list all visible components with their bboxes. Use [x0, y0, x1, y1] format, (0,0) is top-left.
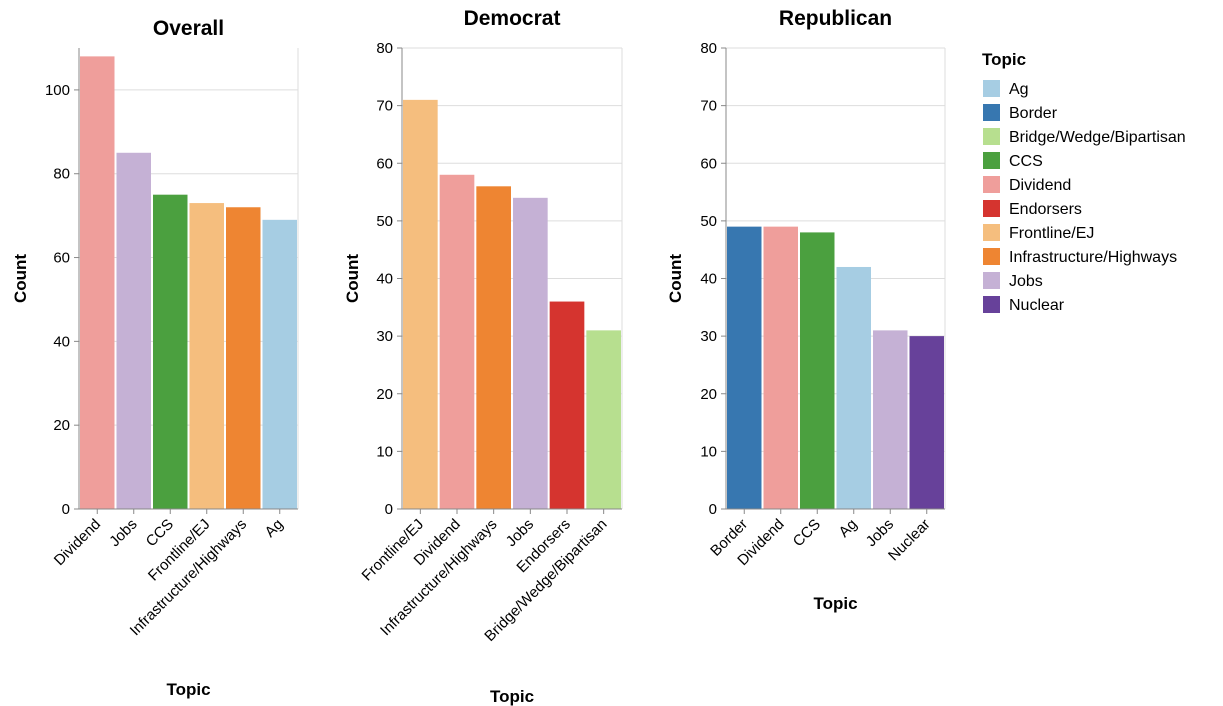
y-tick-label-overall-100: 100: [45, 82, 70, 99]
bar-overall-ccs: [153, 194, 188, 509]
bar-democrat-jobs: [513, 197, 548, 509]
x-tick-label-republican-ccs: CCS: [790, 516, 824, 550]
legend-label-border: Border: [1009, 105, 1058, 122]
x-tick-label-overall-jobs: Jobs: [106, 516, 140, 550]
legend-swatch-jobs: [983, 272, 1000, 289]
x-axis-title-overall: Topic: [166, 680, 210, 699]
y-tick-label-republican-40: 40: [700, 271, 717, 288]
legend-label-jobs: Jobs: [1009, 273, 1043, 290]
y-axis-title-democrat: Count: [343, 254, 362, 303]
bar-republican-ag: [836, 266, 871, 509]
bar-democrat-bridge-wedge-bipartisan: [586, 330, 621, 509]
bar-democrat-dividend: [439, 174, 475, 509]
y-tick-label-republican-0: 0: [709, 501, 717, 518]
bar-republican-border: [727, 226, 762, 509]
legend-label-frontline-ej: Frontline/EJ: [1009, 225, 1094, 242]
legend-label-infrastructure-highways: Infrastructure/Highways: [1009, 249, 1177, 266]
legend-swatch-ag: [983, 80, 1000, 97]
chart-title-overall: Overall: [153, 17, 224, 40]
x-tick-label-overall-ag: Ag: [262, 516, 287, 541]
legend-label-bridge-wedge-bipartisan: Bridge/Wedge/Bipartisan: [1009, 129, 1186, 146]
y-tick-label-overall-80: 80: [53, 166, 70, 183]
y-tick-label-overall-40: 40: [53, 333, 70, 350]
y-tick-label-overall-60: 60: [53, 250, 70, 267]
y-tick-label-republican-70: 70: [700, 98, 717, 115]
x-axis-title-democrat: Topic: [490, 687, 534, 706]
legend-label-endorsers: Endorsers: [1009, 201, 1082, 218]
y-tick-label-democrat-30: 30: [376, 328, 393, 345]
legend-swatch-dividend: [983, 176, 1000, 193]
legend-swatch-nuclear: [983, 296, 1000, 313]
y-tick-label-republican-80: 80: [700, 40, 717, 57]
chart-panel-democrat: 01020304050607080Frontline/EJDividendInf…: [343, 7, 623, 706]
x-tick-label-overall-dividend: Dividend: [51, 516, 104, 569]
legend-label-ag: Ag: [1009, 81, 1029, 98]
y-axis-title-republican: Count: [666, 254, 685, 303]
y-tick-label-democrat-20: 20: [376, 386, 393, 403]
y-tick-label-republican-30: 30: [700, 328, 717, 345]
legend-title: Topic: [982, 50, 1026, 69]
y-tick-label-democrat-70: 70: [376, 98, 393, 115]
y-tick-label-democrat-40: 40: [376, 271, 393, 288]
bar-republican-ccs: [800, 232, 835, 509]
bar-overall-infrastructure-highways: [226, 207, 261, 509]
chart-title-republican: Republican: [779, 7, 892, 30]
legend-swatch-infrastructure-highways: [983, 248, 1000, 265]
legend: Topic Ag Border Bridge/Wedge/Bipartisan CCS…: [982, 50, 1186, 314]
y-tick-label-democrat-10: 10: [376, 443, 393, 460]
bar-overall-ag: [262, 219, 297, 509]
bar-overall-frontline-ej: [189, 203, 224, 509]
legend-swatch-frontline-ej: [983, 224, 1000, 241]
legend-swatch-border: [983, 104, 1000, 121]
y-axis-title-overall: Count: [11, 254, 30, 303]
legend-swatch-ccs: [983, 152, 1000, 169]
bar-democrat-endorsers: [549, 301, 585, 509]
y-tick-label-republican-50: 50: [700, 213, 717, 230]
x-tick-label-republican-ag: Ag: [836, 516, 861, 541]
legend-label-nuclear: Nuclear: [1009, 297, 1065, 314]
bar-overall-jobs: [116, 152, 151, 510]
bar-democrat-infrastructure-highways: [476, 186, 511, 510]
legend-label-dividend: Dividend: [1009, 177, 1071, 194]
y-tick-label-overall-0: 0: [62, 501, 70, 518]
legend-swatch-bridge-wedge-bipartisan: [983, 128, 1000, 145]
y-tick-label-democrat-50: 50: [376, 213, 393, 230]
bar-democrat-frontline-ej: [403, 99, 438, 510]
y-tick-label-republican-20: 20: [700, 386, 717, 403]
y-tick-label-republican-60: 60: [700, 155, 717, 172]
bar-overall-dividend: [80, 56, 115, 510]
y-tick-label-overall-20: 20: [53, 417, 70, 434]
chart-title-democrat: Democrat: [464, 7, 561, 30]
y-tick-label-republican-10: 10: [700, 443, 717, 460]
bar-republican-jobs: [873, 330, 908, 509]
bar-republican-nuclear: [909, 336, 944, 509]
bar-republican-dividend: [763, 226, 798, 509]
y-tick-label-democrat-60: 60: [376, 155, 393, 172]
x-axis-title-republican: Topic: [813, 594, 857, 613]
y-tick-label-democrat-0: 0: [385, 501, 393, 518]
y-tick-label-democrat-80: 80: [376, 40, 393, 57]
legend-swatch-endorsers: [983, 200, 1000, 217]
legend-label-ccs: CCS: [1009, 153, 1043, 170]
